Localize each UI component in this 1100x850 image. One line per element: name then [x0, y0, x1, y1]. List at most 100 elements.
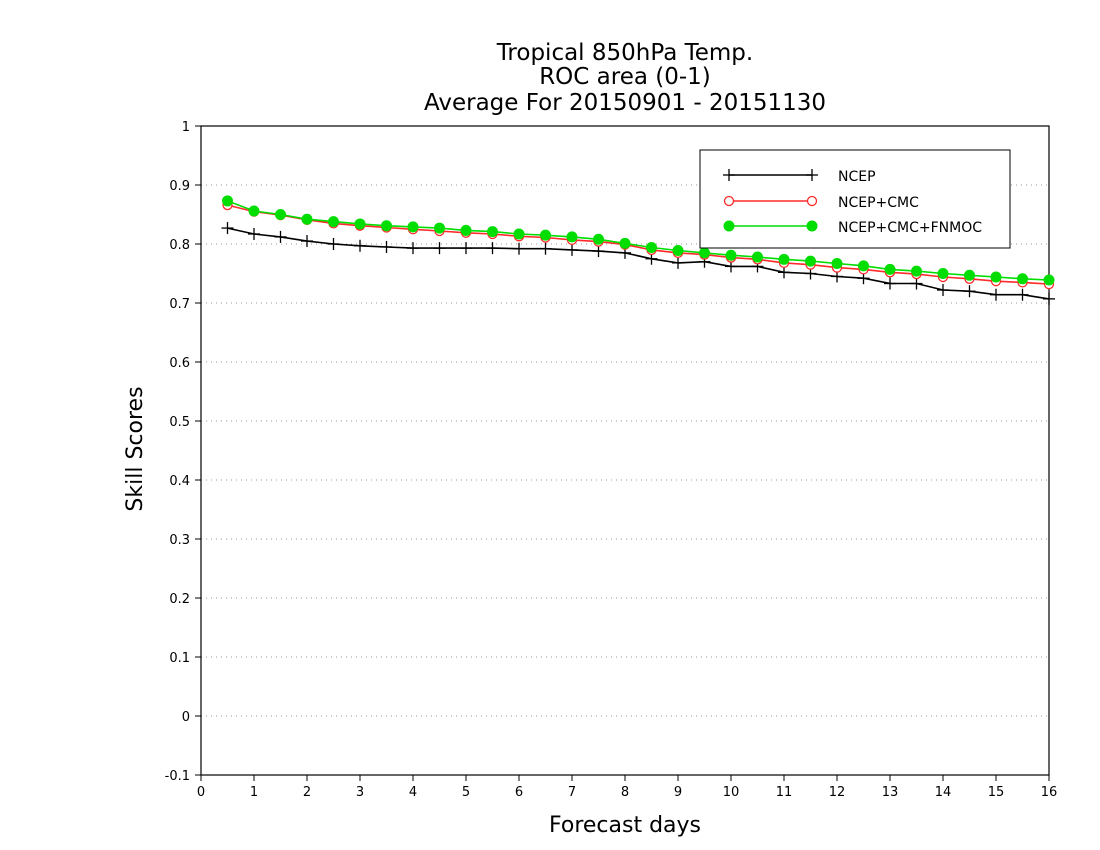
- point-ncep-cmc-fnmoc-6: [381, 220, 392, 232]
- legend-marker-right-ncep: [806, 169, 818, 181]
- point-ncep-cmc-fnmoc-12: [540, 229, 551, 241]
- point-ncep-cmc-fnmoc-0: [222, 195, 233, 207]
- point-ncep-12: [539, 242, 552, 255]
- point-ncep-cmc-fnmoc-8: [434, 222, 445, 234]
- point-ncep-cmc-fnmoc-15: [619, 237, 631, 249]
- point-ncep-25: [884, 277, 896, 290]
- point-ncep-3: [301, 235, 313, 248]
- point-ncep-cmc-fnmoc-1: [248, 205, 260, 217]
- y-tick-label-1: 0: [182, 710, 190, 725]
- y-tick-label-9: 0.8: [169, 238, 190, 253]
- y-tick-label-2: 0.1: [169, 651, 190, 666]
- point-ncep-cmc-fnmoc-3: [301, 213, 313, 225]
- point-ncep-cmc-fnmoc-4: [328, 216, 339, 228]
- point-ncep-cmc-fnmoc-2: [275, 209, 286, 220]
- x-tick-label-13: 13: [882, 785, 899, 800]
- point-ncep-5: [354, 239, 366, 252]
- x-tick-label-12: 12: [829, 785, 846, 800]
- point-ncep-cmc-fnmoc-22: [805, 255, 816, 267]
- legend-box: [699, 149, 1011, 249]
- point-ncep-cmc-fnmoc-14: [593, 233, 604, 245]
- legend-label-ncep-cmc-fnmoc: NCEP+CMC+FNMOC: [838, 220, 982, 236]
- legend-sample-ncep: [723, 169, 818, 181]
- axes: -0.100.10.20.30.40.50.60.70.80.910 1 2 3 4 5 6…: [165, 120, 1058, 800]
- legend-marker-right-ncep-cmc: [806, 195, 818, 207]
- legend-sample-ncep-cmc-fnmoc: [723, 220, 818, 232]
- legend-marker-left-ncep: [723, 169, 735, 181]
- point-ncep-cmc-fnmoc-18: [699, 247, 710, 259]
- point-ncep-cmc-fnmoc-23: [831, 257, 843, 269]
- point-ncep-cmc-fnmoc-28: [964, 269, 975, 281]
- point-ncep-14: [592, 245, 605, 258]
- y-tick-label-4: 0.3: [169, 533, 190, 548]
- legend-marker-left-ncep-cmc-fnmoc: [723, 220, 735, 232]
- y-axis-label: Skill Scores: [123, 386, 148, 511]
- point-ncep-10: [486, 242, 499, 255]
- x-tick-label-9: 9: [674, 785, 682, 800]
- point-ncep-cmc-fnmoc-7: [407, 221, 419, 233]
- x-tick-label-3: 3: [356, 785, 364, 800]
- y-tick-label-11: 1: [182, 120, 190, 135]
- x-tick-label-7: 7: [568, 785, 576, 800]
- point-ncep-cmc-fnmoc-21: [778, 253, 790, 265]
- y-tick-label-3: 0.2: [169, 592, 190, 607]
- x-tick-label-15: 15: [988, 785, 1005, 800]
- point-ncep-cmc-fnmoc-11: [513, 228, 525, 240]
- point-ncep-8: [433, 242, 446, 255]
- legend-label-ncep-cmc: NCEP+CMC: [838, 195, 919, 211]
- point-ncep-7: [407, 242, 419, 255]
- point-ncep-cmc-fnmoc-20: [752, 251, 763, 263]
- point-ncep-26: [910, 277, 923, 290]
- legend-marker-left-ncep-cmc: [723, 195, 735, 207]
- x-axis-label: Forecast days: [549, 813, 701, 838]
- x-tick-label-2: 2: [303, 785, 311, 800]
- point-ncep-31: [1043, 292, 1055, 305]
- series-ncep-cmc-fnmoc: [222, 195, 1055, 286]
- series-ncep: [221, 222, 1055, 305]
- point-ncep-17: [672, 256, 684, 269]
- x-tick-label-0: 0: [197, 785, 205, 800]
- legend-label-ncep: NCEP: [838, 169, 876, 185]
- point-ncep-cmc-fnmoc-30: [1017, 273, 1028, 285]
- legend: NCEP NCEP+CMC NCEP+CMC+FNMOC: [699, 149, 1011, 249]
- point-ncep-cmc-fnmoc-19: [725, 249, 737, 261]
- y-tick-label-7: 0.6: [169, 356, 190, 371]
- point-ncep-cmc-fnmoc-9: [460, 224, 472, 236]
- point-ncep-4: [327, 238, 340, 250]
- point-ncep-9: [460, 242, 472, 255]
- point-ncep-cmc-fnmoc-26: [911, 265, 922, 277]
- point-ncep-11: [513, 242, 525, 255]
- point-ncep-30: [1016, 288, 1029, 301]
- legend-items: [723, 169, 818, 232]
- point-ncep-cmc-fnmoc-31: [1043, 274, 1055, 286]
- y-tick-label-10: 0.9: [169, 179, 190, 194]
- point-ncep-0: [221, 222, 234, 235]
- chart-title-line-1: Tropical 850hPa Temp.: [496, 40, 753, 66]
- y-tick-label-8: 0.7: [169, 297, 190, 312]
- x-tick-label-14: 14: [935, 785, 952, 800]
- x-tick-label-8: 8: [621, 785, 629, 800]
- chart-title-line-3: Average For 20150901 - 20151130: [424, 90, 826, 116]
- point-ncep-29: [990, 288, 1002, 301]
- point-ncep-27: [937, 284, 949, 297]
- point-ncep-cmc-fnmoc-24: [858, 260, 869, 272]
- point-ncep-cmc-fnmoc-10: [487, 226, 498, 238]
- point-ncep-cmc-fnmoc-25: [884, 263, 896, 275]
- x-tick-label-5: 5: [462, 785, 470, 800]
- point-ncep-cmc-fnmoc-5: [354, 218, 366, 230]
- point-ncep-cmc-fnmoc-27: [937, 268, 949, 279]
- x-tick-label-10: 10: [723, 785, 740, 800]
- point-ncep-cmc-fnmoc-16: [646, 242, 657, 254]
- point-ncep-cmc-fnmoc-13: [566, 231, 578, 243]
- point-ncep-13: [566, 243, 578, 256]
- y-tick-label-6: 0.5: [169, 415, 190, 430]
- point-ncep-2: [274, 230, 287, 243]
- chart-title-line-2: ROC area (0-1): [539, 64, 711, 90]
- point-ncep-1: [248, 227, 260, 240]
- point-ncep-6: [380, 240, 393, 253]
- x-tick-label-16: 16: [1041, 785, 1058, 800]
- point-ncep-cmc-fnmoc-17: [672, 244, 684, 256]
- legend-marker-right-ncep-cmc-fnmoc: [806, 220, 818, 232]
- legend-sample-ncep-cmc: [723, 195, 818, 207]
